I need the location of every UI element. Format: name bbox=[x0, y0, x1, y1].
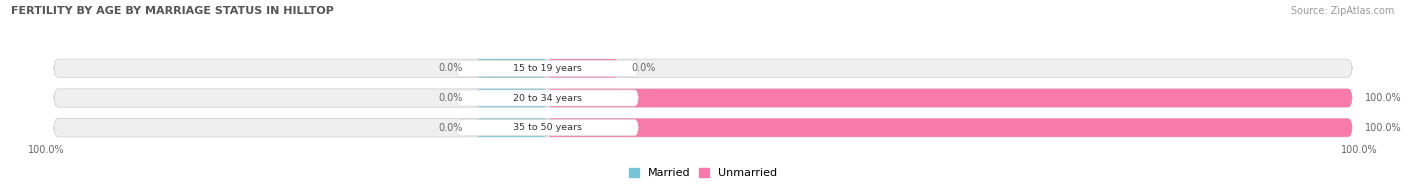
Text: 0.0%: 0.0% bbox=[439, 63, 463, 73]
FancyBboxPatch shape bbox=[457, 60, 638, 76]
Text: Source: ZipAtlas.com: Source: ZipAtlas.com bbox=[1291, 6, 1395, 16]
Text: 100.0%: 100.0% bbox=[1365, 93, 1402, 103]
FancyBboxPatch shape bbox=[547, 118, 1353, 137]
Text: 0.0%: 0.0% bbox=[631, 63, 657, 73]
Text: 0.0%: 0.0% bbox=[439, 123, 463, 133]
FancyBboxPatch shape bbox=[475, 118, 547, 137]
FancyBboxPatch shape bbox=[457, 90, 638, 106]
FancyBboxPatch shape bbox=[475, 89, 547, 107]
Text: 100.0%: 100.0% bbox=[1341, 145, 1378, 155]
Text: 100.0%: 100.0% bbox=[1365, 123, 1402, 133]
FancyBboxPatch shape bbox=[53, 89, 1353, 107]
FancyBboxPatch shape bbox=[475, 59, 547, 78]
Text: 15 to 19 years: 15 to 19 years bbox=[513, 64, 582, 73]
Text: 0.0%: 0.0% bbox=[439, 93, 463, 103]
FancyBboxPatch shape bbox=[53, 59, 1353, 78]
FancyBboxPatch shape bbox=[53, 118, 1353, 137]
Legend: Married, Unmarried: Married, Unmarried bbox=[630, 168, 776, 178]
Text: 35 to 50 years: 35 to 50 years bbox=[513, 123, 582, 132]
Text: 20 to 34 years: 20 to 34 years bbox=[513, 93, 582, 103]
Text: FERTILITY BY AGE BY MARRIAGE STATUS IN HILLTOP: FERTILITY BY AGE BY MARRIAGE STATUS IN H… bbox=[11, 6, 335, 16]
FancyBboxPatch shape bbox=[547, 89, 1353, 107]
Text: 100.0%: 100.0% bbox=[28, 145, 65, 155]
FancyBboxPatch shape bbox=[547, 59, 619, 78]
FancyBboxPatch shape bbox=[457, 120, 638, 136]
